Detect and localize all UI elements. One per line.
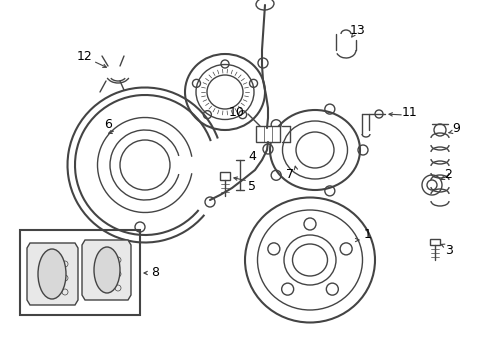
Text: 1: 1 [364, 229, 371, 242]
Ellipse shape [94, 247, 120, 293]
Text: 2: 2 [443, 168, 451, 181]
Bar [256, 126, 280, 142]
Ellipse shape [38, 249, 66, 299]
Circle shape [48, 252, 56, 260]
Text: 4: 4 [247, 149, 255, 162]
Bar [429, 239, 439, 245]
Text: 13: 13 [349, 23, 365, 36]
Bar [220, 172, 229, 180]
Circle shape [103, 249, 111, 257]
Text: 6: 6 [104, 118, 112, 131]
Polygon shape [82, 240, 131, 300]
Text: 8: 8 [151, 266, 159, 279]
Text: 12: 12 [77, 50, 93, 63]
Text: 5: 5 [247, 180, 256, 194]
Polygon shape [27, 243, 78, 305]
Circle shape [103, 283, 111, 291]
Bar [20, 230, 140, 315]
Text: 10: 10 [228, 105, 244, 118]
Text: 3: 3 [444, 243, 452, 256]
Circle shape [48, 288, 56, 296]
Text: 11: 11 [401, 105, 417, 118]
Text: 7: 7 [285, 167, 293, 180]
Text: 9: 9 [451, 122, 459, 135]
